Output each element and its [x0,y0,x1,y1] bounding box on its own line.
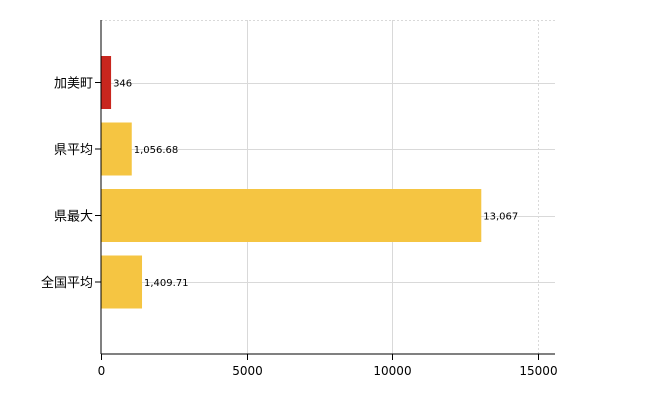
bar-3 [101,189,482,242]
data-label: 13,067 [483,212,518,223]
x-tick-label: 10000 [373,364,411,378]
data-label: 1,056.68 [134,145,179,156]
x-tick-label: 0 [98,364,106,378]
category-label: 全国平均 [41,275,93,291]
bar-4 [101,255,143,309]
data-labels: 346 1,056.68 13,067 1,409.71 [113,79,518,290]
category-label: 県最大 [54,210,93,225]
gridlines [101,20,555,354]
x-tick-label: 5000 [232,364,263,378]
x-tick-labels: 0 5000 10000 15000 [98,354,558,378]
bars [101,56,482,309]
data-label: 1,409.71 [144,278,189,289]
x-tick-label: 15000 [519,364,557,378]
category-label: 加美町 [54,77,93,92]
bar-2 [101,122,132,176]
data-label: 346 [113,79,132,90]
bar-1 [101,56,112,109]
axes [100,20,555,355]
category-label: 県平均 [54,143,93,158]
